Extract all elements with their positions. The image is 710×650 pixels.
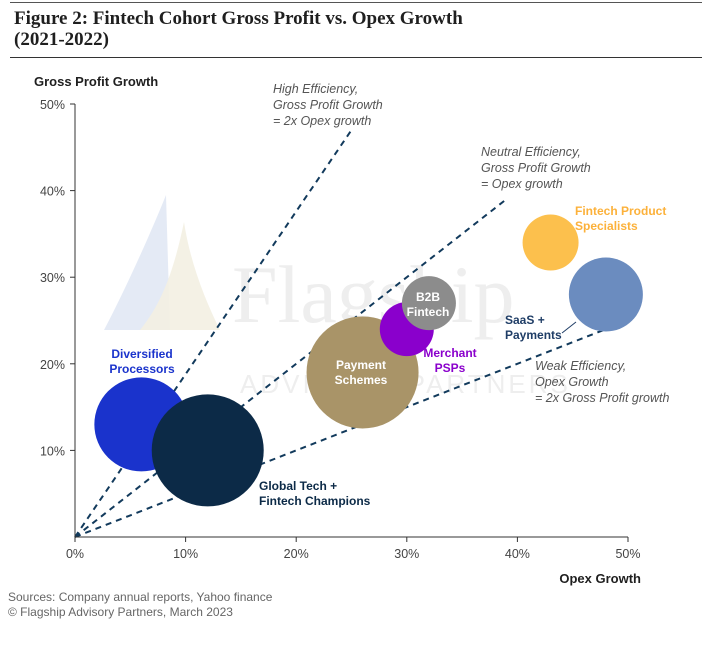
bubbles [94,214,643,507]
bubble-label-merchant-psps: Merchant PSPs [423,346,476,375]
x-tick-label: 20% [284,547,309,561]
bubble-label-saas-payments-line-2: Payments [505,328,562,342]
bubble-label-fintech-product-specialists-line-2: Specialists [575,219,638,233]
reference-label-weak-efficiency-line-1: Weak Efficiency, [535,359,626,373]
y-tick-label: 40% [40,185,65,199]
footer-sources: Sources: Company annual reports, Yahoo f… [8,590,273,604]
watermark-sail-front [140,222,220,330]
bubble-fintech-product-specialists [522,214,579,271]
reference-label-high-efficiency: High Efficiency, Gross Profit Growth = 2x … [273,82,383,128]
reference-label-weak-efficiency: Weak Efficiency, Opex Growth = 2x Gross Pr… [535,359,669,405]
x-axis-label: Opex Growth [559,571,641,586]
reference-label-neutral-efficiency-line-2: Gross Profit Growth [481,161,591,175]
bubble-label-diversified-processors: Diversified Processors [109,347,175,376]
bubble-label-payment-schemes-line-2: Schemes [335,373,388,387]
bubble-label-diversified-processors-line-2: Processors [109,362,175,376]
watermark-sail-back [104,195,170,330]
x-tick-label: 40% [505,547,530,561]
y-tick-label: 50% [40,98,65,112]
reference-label-high-efficiency-line-3: = 2x Opex growth [273,114,371,128]
figure-top-rule [10,2,702,3]
bubble-label-merchant-psps-line-1: Merchant [423,346,476,360]
reference-label-neutral-efficiency: Neutral Efficiency, Gross Profit Growth = … [481,145,591,191]
bubble-label-b2b-fintech-line-1: B2B [416,290,440,304]
reference-label-weak-efficiency-line-3: = 2x Gross Profit growth [535,391,669,405]
x-tick-label: 30% [394,547,419,561]
reference-label-weak-efficiency-line-2: Opex Growth [535,375,609,389]
bubble-label-merchant-psps-line-2: PSPs [435,361,466,375]
reference-line-weak-efficiency [74,328,607,538]
footer: Sources: Company annual reports, Yahoo f… [8,590,272,620]
bubble-label-saas-payments-line-1: SaaS + [505,313,545,327]
figure-title-line1: Figure 2: Fintech Cohort Gross Profit vs… [14,8,463,29]
bubble-saas-payments [568,257,643,332]
reference-label-high-efficiency-line-1: High Efficiency, [273,82,358,96]
footer-copyright: © Flagship Advisory Partners, March 2023 [8,605,233,619]
x-tick-label: 50% [615,547,640,561]
reference-line-neutral-efficiency [74,198,507,538]
y-tick-label: 20% [40,358,65,372]
bubble-label-fintech-product-specialists-line-1: Fintech Product [575,204,666,218]
bubble-label-b2b-fintech-line-2: Fintech [407,305,450,319]
bubble-label-global-tech-fintech-champions-line-2: Fintech Champions [259,494,371,508]
y-tick-label: 10% [40,444,65,458]
saas-leader-line [561,321,577,334]
x-tick-label: 0% [66,547,84,561]
bubble-label-payment-schemes-line-1: Payment [336,358,386,372]
figure-title-line2: (2021-2022) [14,29,109,50]
figure-title-rule [10,57,702,58]
reference-label-high-efficiency-line-2: Gross Profit Growth [273,98,383,112]
figure-title: Figure 2: Fintech Cohort Gross Profit vs… [14,8,704,50]
y-axis-label: Gross Profit Growth [34,74,158,89]
bubble-label-global-tech-fintech-champions: Global Tech + Fintech Champions [259,479,371,508]
bubble-b2b-fintech [401,276,456,331]
bubble-label-fintech-product-specialists: Fintech Product Specialists [575,204,666,233]
reference-label-neutral-efficiency-line-1: Neutral Efficiency, [481,145,581,159]
bubble-global-tech-fintech-champions [151,394,264,507]
bubble-label-payment-schemes: Payment Schemes [335,358,388,387]
bubble-label-global-tech-fintech-champions-line-1: Global Tech + [259,479,337,493]
y-tick-label: 30% [40,271,65,285]
bubble-label-b2b-fintech: B2B Fintech [407,290,450,319]
reference-lines: High Efficiency, Gross Profit Growth = 2x … [74,82,669,538]
bubble-label-diversified-processors-line-1: Diversified [111,347,172,361]
axes: 0% 10% 20% 30% 40% 50% 10% 20% 30% 40% 50% Opex Gro… [34,74,641,586]
bubble-label-saas-payments: SaaS + Payments [505,313,562,342]
reference-line-high-efficiency [74,129,353,538]
reference-label-neutral-efficiency-line-3: = Opex growth [481,177,563,191]
x-tick-label: 10% [173,547,198,561]
